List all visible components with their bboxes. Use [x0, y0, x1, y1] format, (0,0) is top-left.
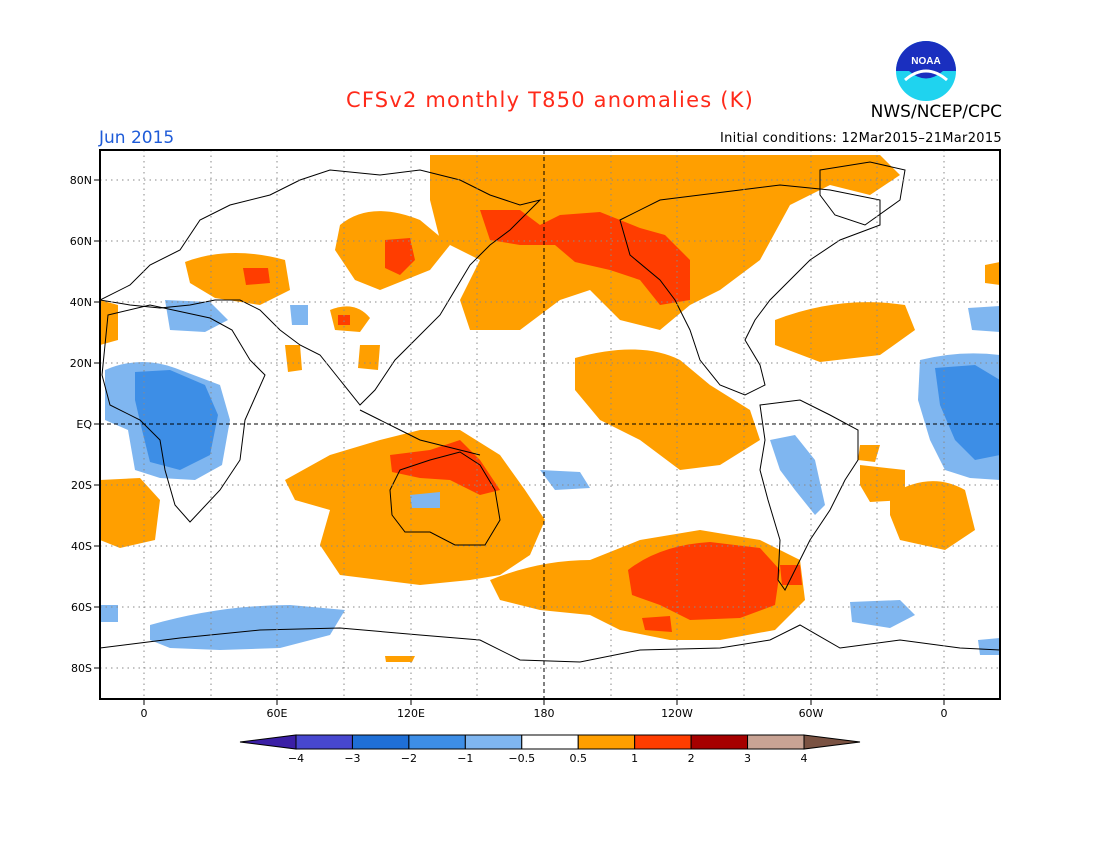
credit-label: NWS/NCEP/CPC: [870, 102, 1002, 122]
colorbar-label: −0.5: [508, 752, 535, 765]
lat-label: 80S: [71, 662, 92, 675]
reference-lines: [100, 150, 1000, 699]
north-atlantic-warm: [775, 302, 915, 362]
colorbar-swatch: [690, 734, 749, 750]
colorbar-max-triangle: [803, 734, 861, 750]
colorbar-swatch: [634, 734, 692, 750]
lon-label: 180: [534, 707, 555, 720]
lat-label: 60S: [71, 601, 92, 614]
colorbar-swatch: [408, 734, 466, 750]
initial-conditions-label: Initial conditions: 12Mar2015–21Mar2015: [719, 131, 1002, 146]
longitude-labels: 0 60E 120E 180 120W 60W 0: [141, 707, 948, 720]
lon-label: 0: [141, 707, 148, 720]
longitude-ticks: [143, 699, 945, 705]
south-pacific-strong-warm: [628, 542, 780, 620]
colorbar-min-triangle: [239, 734, 297, 750]
north-america-coast: [619, 184, 881, 396]
colorbar: −4 −3 −2 −1 −0.5 0.5 1 2 3 4: [239, 734, 861, 765]
colorbar-label: 0.5: [569, 752, 587, 765]
eurasia-coast: [100, 169, 542, 406]
indonesia-coast: [359, 409, 481, 456]
lat-label: 40S: [71, 540, 92, 553]
colorbar-swatch: [521, 734, 579, 750]
colorbar-label: 1: [631, 752, 638, 765]
colorbar-label: −3: [344, 752, 360, 765]
lat-label: EQ: [76, 418, 92, 431]
africa-coast: [101, 304, 266, 523]
latitude-ticks: [94, 179, 100, 669]
colorbar-swatch: [747, 734, 805, 750]
page-title: CFSv2 monthly T850 anomalies (K): [346, 88, 754, 112]
lat-label: 60N: [70, 235, 92, 248]
greenland-coast: [819, 161, 906, 226]
anomaly-field: [100, 150, 1000, 699]
lat-label: 20S: [71, 479, 92, 492]
colorbar-swatch: [295, 734, 353, 750]
lon-label: 120W: [661, 707, 693, 720]
lat-label: 80N: [70, 174, 92, 187]
noaa-logo: NOAA: [896, 41, 956, 101]
svg-text:NOAA: NOAA: [911, 56, 940, 67]
colorbar-label: 3: [744, 752, 751, 765]
colorbar-swatch: [464, 734, 523, 750]
coastlines: [100, 161, 1000, 663]
lon-label: 60W: [799, 707, 824, 720]
lon-label: 0: [941, 707, 948, 720]
latitude-labels: 80N 60N 40N 20N EQ 20S 40S 60S 80S: [70, 174, 93, 675]
colorbar-swatch: [577, 734, 636, 750]
strong-cool-anomaly-regions: [135, 365, 1000, 470]
forecast-month-label: Jun 2015: [99, 128, 175, 148]
lon-label: 60E: [267, 707, 288, 720]
colorbar-label: −4: [288, 752, 304, 765]
australia-coast: [389, 451, 501, 546]
antarctica-coast: [100, 624, 1000, 663]
colorbar-swatch: [351, 734, 410, 750]
strong-warm-anomaly-regions: [243, 210, 802, 632]
colorbar-label: −2: [401, 752, 417, 765]
colorbar-label: 2: [688, 752, 695, 765]
graticule: [100, 150, 1000, 699]
colorbar-label: −1: [457, 752, 473, 765]
lon-label: 120E: [397, 707, 425, 720]
lat-label: 40N: [70, 296, 92, 309]
lat-label: 20N: [70, 357, 92, 370]
south-america-coast: [759, 399, 859, 591]
tropical-pacific-warm: [575, 349, 760, 470]
colorbar-label: 4: [801, 752, 808, 765]
